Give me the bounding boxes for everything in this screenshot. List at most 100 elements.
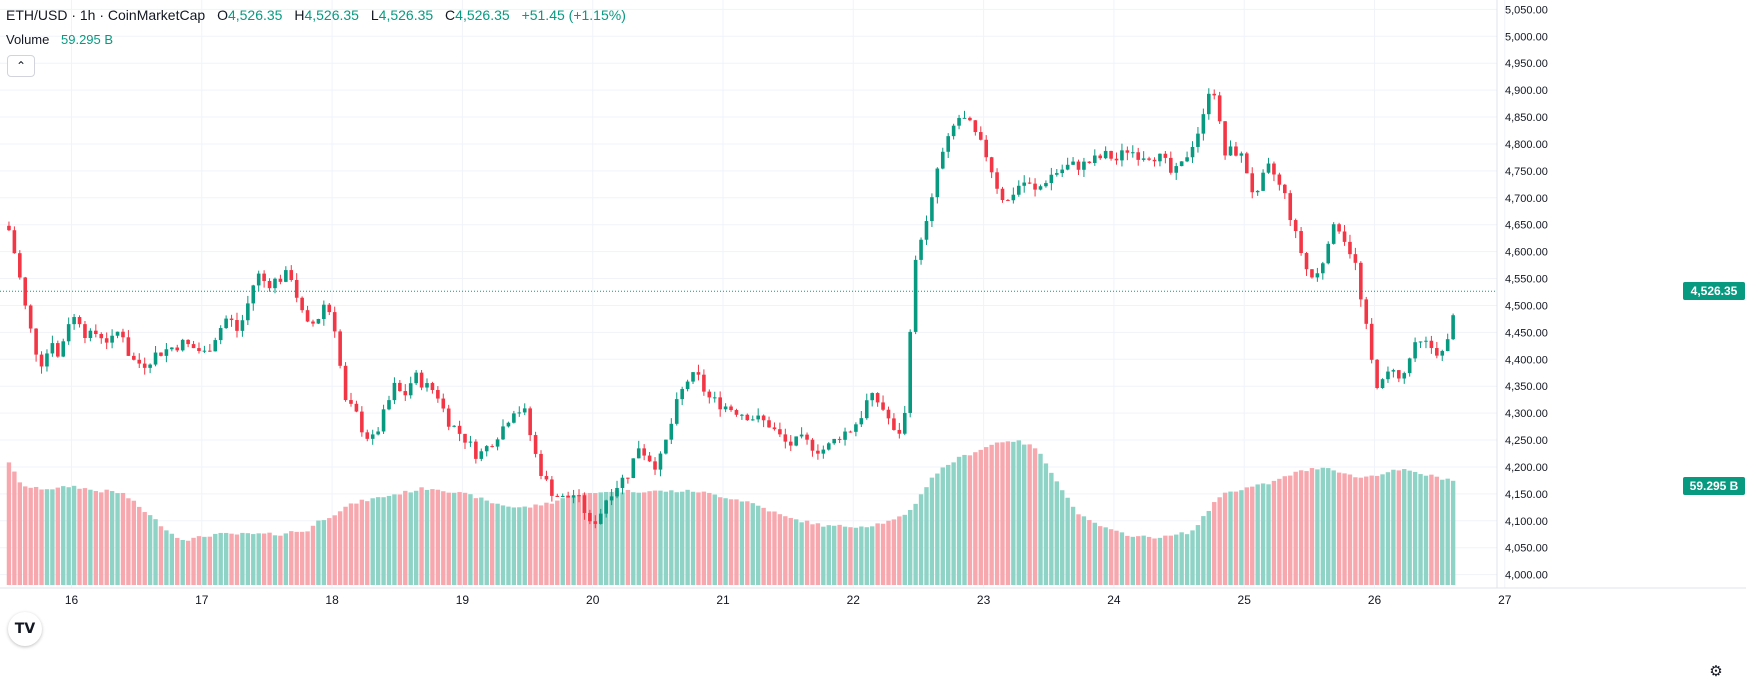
volume-bar <box>804 520 810 585</box>
volume-bar <box>180 539 185 585</box>
candle-body <box>854 424 858 432</box>
candle-body <box>1168 157 1173 173</box>
volume-bar <box>739 501 745 585</box>
volume-bar <box>755 505 761 585</box>
candle-body <box>1315 273 1320 278</box>
volume-bar <box>1429 474 1434 585</box>
volume-bar <box>158 526 164 585</box>
volume-bar <box>473 498 479 585</box>
volume-bar <box>451 492 457 585</box>
candle-body <box>674 399 679 424</box>
volume-bar <box>1179 532 1184 585</box>
collapse-legend-button[interactable]: ⌃ <box>7 55 35 77</box>
y-tick-label: 5,050.00 <box>1505 4 1548 16</box>
y-tick-label: 5,000.00 <box>1505 31 1548 43</box>
volume-bar <box>929 477 935 585</box>
candle-body <box>104 338 109 343</box>
volume-bar <box>1146 536 1152 585</box>
volume-bar <box>913 503 918 585</box>
volume-bar <box>392 494 397 585</box>
candle-body <box>805 434 809 440</box>
symbol-label[interactable]: ETH/USD · 1h · CoinMarketCap <box>6 7 206 23</box>
volume-bar <box>897 516 902 585</box>
candle-body <box>446 408 451 427</box>
candle-body <box>1207 93 1211 115</box>
volume-bar <box>1103 527 1108 585</box>
candle-body <box>897 429 902 434</box>
volume-bar <box>685 489 690 585</box>
candle-body <box>191 344 196 349</box>
volume-bar <box>289 531 294 585</box>
candle-body <box>322 304 326 319</box>
volume-bar <box>522 506 527 585</box>
volume-bar <box>430 489 435 585</box>
candle-body <box>615 487 619 497</box>
gear-icon[interactable]: ⚙ <box>1709 663 1723 680</box>
candle-body <box>1451 315 1455 340</box>
volume-bar <box>598 492 603 585</box>
volume-bar <box>511 507 517 585</box>
candle-body <box>224 318 228 329</box>
volume-bar <box>1423 475 1429 585</box>
x-tick-label: 19 <box>456 593 470 607</box>
last-price-badge: 4,526.35 <box>1683 282 1745 301</box>
volume-bar <box>1190 530 1195 585</box>
candle-body <box>115 331 120 336</box>
candle-body <box>1304 253 1309 270</box>
volume-bar <box>137 506 142 585</box>
volume-bar <box>1385 472 1391 585</box>
volume-bar <box>663 491 669 585</box>
candle-body <box>474 441 478 459</box>
volume-bar <box>1407 470 1412 585</box>
candle-body <box>723 406 728 410</box>
volume-bar <box>1098 526 1103 585</box>
high-value: 4,526.35 <box>304 7 359 23</box>
candle-body <box>1217 95 1222 122</box>
volume-bar <box>1060 490 1065 585</box>
volume-label[interactable]: Volume <box>6 32 50 47</box>
volume-bar <box>88 489 93 585</box>
candle-body <box>799 434 804 437</box>
volume-bar <box>723 498 728 585</box>
candle-body <box>1098 155 1103 159</box>
candle-body <box>479 451 484 459</box>
volume-bar <box>120 492 126 585</box>
candle-body <box>1228 146 1233 156</box>
candle-body <box>810 439 815 451</box>
candle-body <box>1418 341 1423 343</box>
candle-body <box>229 318 234 321</box>
candle-body <box>468 441 473 443</box>
candle-body <box>989 157 994 173</box>
candle-body <box>1310 269 1314 278</box>
volume-bar <box>1157 537 1163 585</box>
volume-bar <box>348 503 354 585</box>
volume-bar <box>381 497 386 585</box>
candle-body <box>1364 299 1369 324</box>
candle-body <box>664 439 668 454</box>
candle-body <box>696 372 701 375</box>
candle-body <box>1049 174 1054 184</box>
candle-body <box>121 331 125 338</box>
volume-bar <box>500 505 506 585</box>
volume-bar <box>984 447 989 585</box>
volume-bar <box>783 516 788 585</box>
tradingview-logo[interactable]: TV <box>8 612 42 646</box>
candle-body <box>1369 323 1374 360</box>
candle-body <box>441 398 446 409</box>
volume-bar <box>1201 516 1206 585</box>
candle-body <box>1011 194 1016 201</box>
candle-body <box>28 305 33 329</box>
volume-bar <box>1298 470 1304 585</box>
y-tick-label: 4,550.00 <box>1505 274 1548 286</box>
volume-bar <box>403 490 408 585</box>
volume-bar <box>126 498 131 585</box>
volume-bar <box>299 531 305 585</box>
volume-bar <box>1412 471 1418 585</box>
candle-body <box>381 409 386 432</box>
y-tick-label: 4,700.00 <box>1505 193 1548 205</box>
candle-body <box>338 331 342 366</box>
candle-body <box>1413 342 1417 359</box>
volume-bar <box>1326 468 1331 585</box>
